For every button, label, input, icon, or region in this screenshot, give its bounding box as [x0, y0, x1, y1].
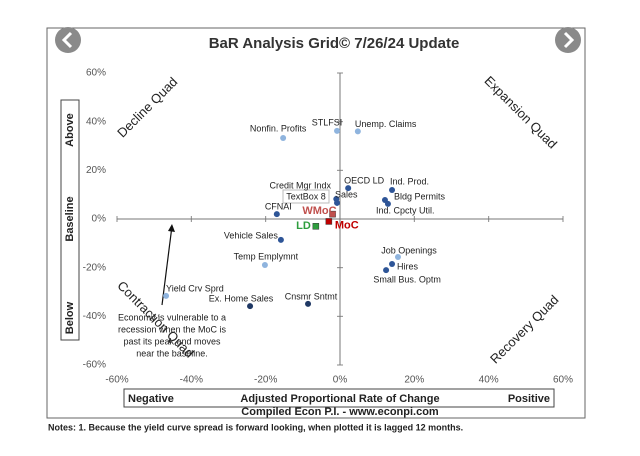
arrow-head: [168, 224, 175, 232]
notes: Notes: 1. Because the yield curve spread…: [48, 422, 463, 432]
x-tick-label: -40%: [180, 375, 203, 386]
point: [383, 267, 390, 274]
point: [280, 134, 287, 141]
annotation: past its peak and moves: [123, 336, 221, 346]
x-tick-label: 20%: [404, 375, 424, 386]
y-side-label: Below: [64, 301, 76, 334]
point: [305, 300, 312, 307]
point-label: Bldg Permits: [394, 191, 446, 201]
y-tick-label: -20%: [83, 262, 106, 273]
annotation: Economy is vulnerable to a: [118, 312, 226, 322]
x-side-label: Positive: [508, 393, 550, 405]
point-label: OECD LD: [344, 175, 385, 185]
x-tick-label: 60%: [553, 375, 573, 386]
point-label: Ex. Home Sales: [209, 293, 274, 303]
textbox-frame: [282, 189, 330, 204]
y-side-label: Above: [64, 113, 76, 147]
point: [334, 199, 341, 206]
point: [312, 223, 320, 230]
x-tick-label: -20%: [254, 375, 277, 386]
point: [329, 210, 336, 218]
point: [325, 218, 333, 225]
nav-next[interactable]: [555, 27, 581, 53]
point: [163, 292, 170, 299]
y-tick-label: 0%: [92, 214, 107, 225]
x-side-label: Adjusted Proportional Rate of Change: [240, 393, 439, 405]
nav-prev[interactable]: [55, 27, 81, 53]
annotation-arrow: [161, 225, 173, 306]
x-side-label: Negative: [128, 393, 174, 405]
point-label: Small Bus. Optm: [373, 274, 441, 284]
point: [334, 127, 341, 134]
y-tick-label: -60%: [83, 360, 106, 371]
point-label: Hires: [397, 261, 419, 271]
point-label: Cnsmr Sntmt: [285, 291, 338, 301]
point: [247, 303, 254, 310]
point: [389, 261, 396, 268]
point: [277, 236, 284, 243]
source: Compiled Econ P.I. - www.econpi.com: [241, 406, 439, 418]
annotation: near the baseline.: [136, 348, 208, 358]
point-label: Job Openings: [381, 245, 437, 255]
y-tick-label: 60%: [86, 68, 106, 79]
point-label: Credit Mgr Indx: [270, 180, 332, 190]
point-label: Nonfin. Profits: [250, 123, 307, 133]
point-label: CFNAI: [265, 202, 292, 212]
x-tick-label: -60%: [105, 375, 128, 386]
point-label: Yield Crv Sprd: [166, 283, 224, 293]
point-label: Unemp. Claims: [355, 119, 417, 129]
point: [354, 128, 361, 135]
point-label: Temp Emplymnt: [234, 251, 299, 261]
point-label: MoC: [335, 219, 359, 231]
point: [345, 185, 352, 192]
point-label: Ind. Prod.: [390, 176, 429, 186]
point: [394, 253, 401, 260]
point: [389, 187, 396, 194]
point: [261, 261, 268, 268]
x-side-box: [123, 388, 555, 408]
point: [384, 200, 391, 207]
point-label: Vehicle Sales: [224, 230, 279, 240]
y-tick-label: 40%: [86, 116, 106, 127]
chart-title: BaR Analysis Grid© 7/26/24 Update: [209, 35, 460, 52]
point: [273, 211, 280, 218]
point-label: WMoC: [302, 205, 336, 217]
x-tick-label: 40%: [479, 375, 499, 386]
annotation: recession when the MoC is: [118, 324, 227, 334]
point-label: LD: [296, 220, 311, 232]
y-side-box: [60, 99, 80, 341]
y-tick-label: -40%: [83, 311, 106, 322]
textbox: TextBox 8: [286, 191, 326, 201]
point-label: STLFSI: [312, 117, 343, 127]
x-tick-label: 0%: [333, 375, 348, 386]
y-side-label: Baseline: [64, 196, 76, 241]
chart-frame: [46, 27, 586, 419]
point-label: Sales: [335, 189, 358, 199]
point-label: Ind. Cpcty Util.: [376, 205, 435, 215]
y-tick-label: 20%: [86, 165, 106, 176]
